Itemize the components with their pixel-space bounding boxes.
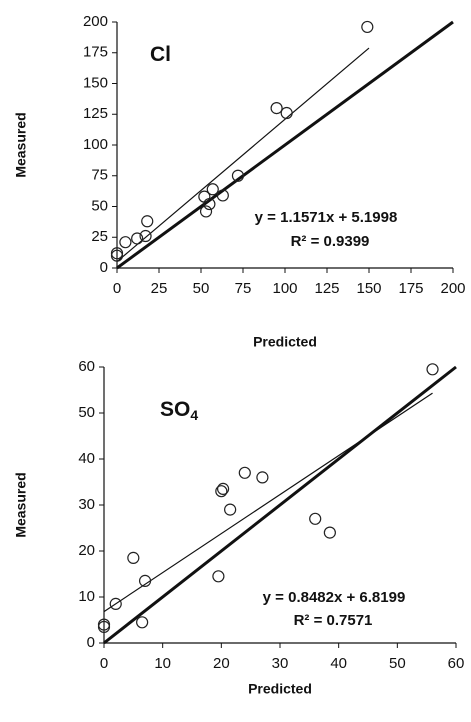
x-tick-label: 25: [151, 280, 168, 297]
point: [280, 106, 293, 120]
point: [199, 205, 213, 218]
y-tick-label: 200: [83, 13, 108, 30]
r-squared: R² = 0.9399: [291, 233, 370, 250]
point: [361, 20, 374, 34]
y-axis-title: Measured: [13, 112, 29, 177]
point: [426, 363, 439, 376]
point: [212, 570, 225, 583]
point: [203, 197, 216, 211]
x-axis-title: Predicted: [248, 681, 312, 697]
y-tick-label: 25: [91, 228, 108, 245]
y-tick-label: 0: [87, 634, 95, 651]
equation: y = 1.1571x + 5.1998: [255, 209, 398, 226]
x-tick-label: 100: [272, 280, 297, 297]
x-tick-label: 0: [100, 655, 108, 672]
y-tick-label: 60: [78, 358, 95, 375]
point: [216, 189, 229, 202]
x-tick-label: 75: [235, 280, 252, 297]
x-tick-label: 50: [389, 655, 406, 672]
x-tick-label: 175: [398, 280, 423, 297]
x-tick-label: 0: [113, 280, 121, 297]
point: [215, 485, 228, 498]
point: [131, 232, 144, 245]
x-tick-label: 200: [440, 280, 465, 297]
point: [238, 466, 251, 479]
panel-label-text: SO: [160, 398, 190, 421]
y-tick-label: 150: [83, 74, 108, 91]
x-tick-label: 30: [272, 655, 289, 672]
y-tick-label: 10: [78, 588, 95, 605]
point: [309, 512, 322, 525]
y-tick-label: 100: [83, 136, 108, 153]
point: [139, 229, 152, 243]
y-tick-label: 30: [78, 496, 95, 513]
y-tick-label: 125: [83, 105, 108, 122]
y-tick-label: 175: [83, 44, 108, 61]
point: [256, 471, 269, 484]
point: [323, 526, 336, 539]
x-tick-label: 10: [154, 655, 171, 672]
x-tick-label: 20: [213, 655, 230, 672]
y-tick-label: 20: [78, 542, 95, 559]
y-tick-label: 75: [91, 167, 108, 184]
y-tick-label: 40: [78, 450, 95, 467]
line: [116, 20, 454, 270]
point: [270, 101, 283, 115]
x-tick-label: 40: [330, 655, 347, 672]
line: [116, 47, 370, 263]
point: [110, 247, 124, 260]
point: [224, 503, 237, 516]
panel-label-text: Cl: [150, 43, 171, 66]
y-tick-label: 50: [78, 404, 95, 421]
line: [103, 365, 457, 645]
x-tick-label: 60: [448, 655, 465, 672]
point: [97, 618, 111, 631]
point: [216, 482, 230, 495]
y-tick-label: 50: [91, 197, 108, 214]
panel-label: Cl: [150, 43, 171, 66]
y-tick-label: 0: [100, 259, 108, 276]
point: [109, 597, 122, 611]
r-squared: R² = 0.7571: [294, 612, 373, 629]
point: [231, 169, 245, 182]
x-tick-label: 150: [356, 280, 381, 297]
y-axis-title: Measured: [13, 472, 29, 537]
x-axis-title: Predicted: [253, 334, 317, 350]
equation: y = 0.8482x + 6.8199: [263, 589, 406, 606]
panel-label-subscript: 4: [190, 407, 198, 423]
point: [127, 551, 140, 565]
point: [138, 574, 152, 588]
point: [136, 616, 149, 629]
panel-label: SO4: [160, 398, 198, 423]
point: [206, 183, 219, 196]
x-tick-label: 125: [314, 280, 339, 297]
x-tick-label: 50: [193, 280, 210, 297]
point: [119, 236, 132, 249]
point: [141, 215, 154, 228]
